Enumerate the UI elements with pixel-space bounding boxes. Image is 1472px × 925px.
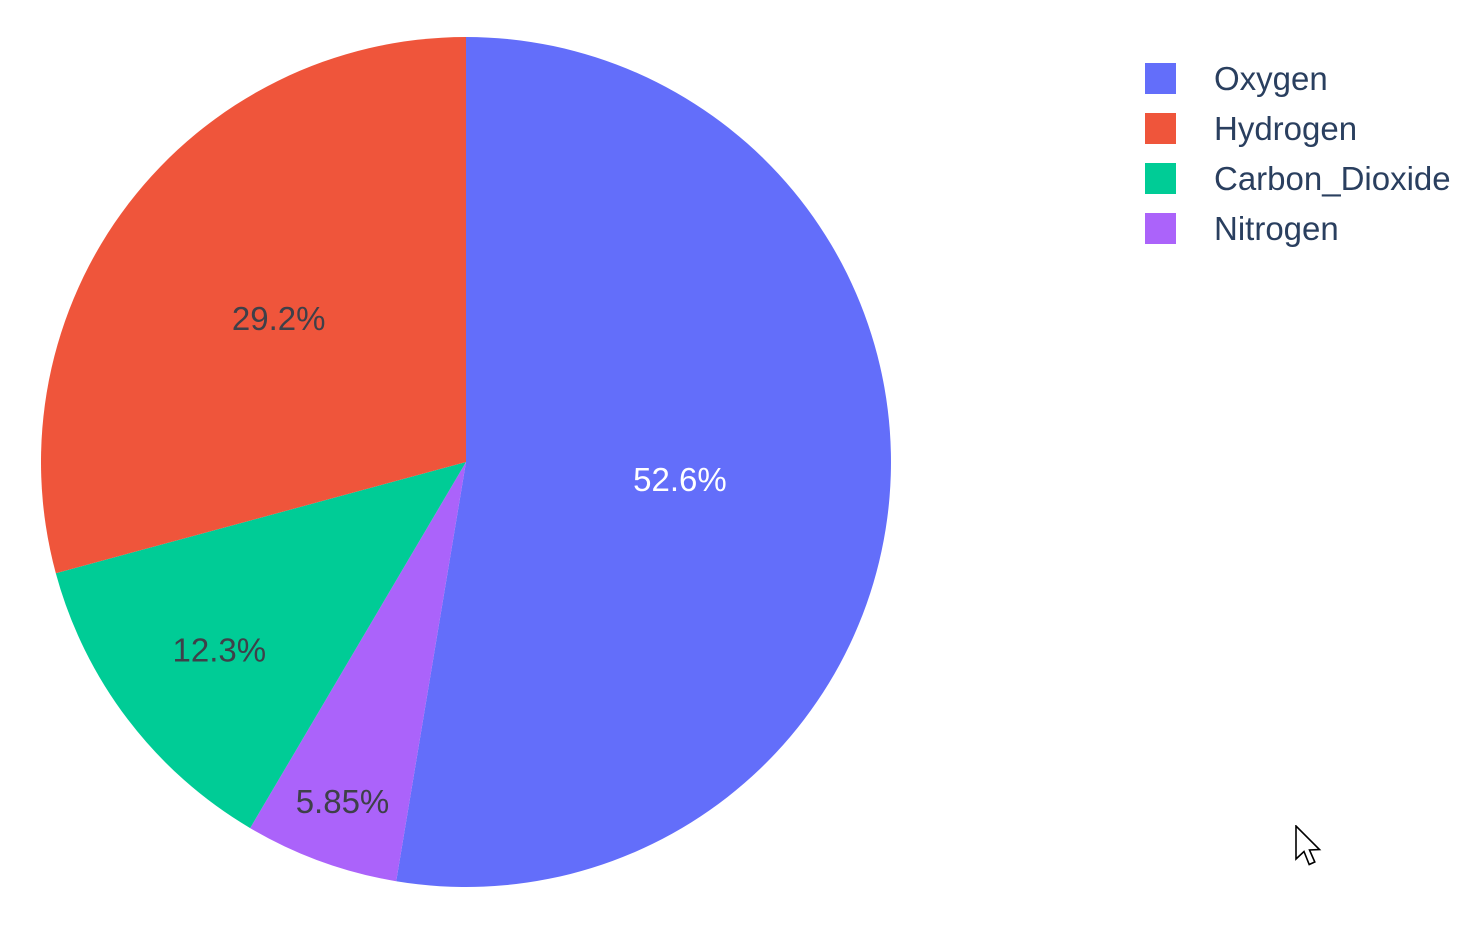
legend-label: Hydrogen [1214,109,1358,147]
pie-slice-oxygen[interactable] [396,37,891,887]
legend-label: Carbon_Dioxide [1214,159,1451,197]
pie-slice-label-oxygen: 52.6% [633,461,727,498]
legend-item-nitrogen[interactable]: Nitrogen [1145,203,1451,253]
legend-swatch-nitrogen [1145,212,1176,244]
legend-label: Oxygen [1214,59,1328,97]
legend-swatch-oxygen [1145,62,1176,94]
legend-label: Nitrogen [1214,209,1339,247]
legend-swatch-carbon-dioxide [1145,162,1176,194]
pie-slice-label-nitrogen: 5.85% [296,783,390,820]
legend-item-hydrogen[interactable]: Hydrogen [1145,103,1451,153]
legend-item-oxygen[interactable]: Oxygen [1145,53,1451,103]
pie-slice-carbon-dioxide[interactable] [55,462,467,829]
legend-swatch-hydrogen [1145,112,1176,144]
legend: Oxygen Hydrogen Carbon_Dioxide Nitrogen [1145,53,1451,253]
pie-slice-nitrogen[interactable] [250,462,466,882]
legend-item-carbon-dioxide[interactable]: Carbon_Dioxide [1145,153,1451,203]
pie-slice-label-hydrogen: 29.2% [232,300,326,337]
pie-slice-label-carbon-dioxide: 12.3% [173,632,267,669]
pie-slice-hydrogen[interactable] [40,37,466,574]
